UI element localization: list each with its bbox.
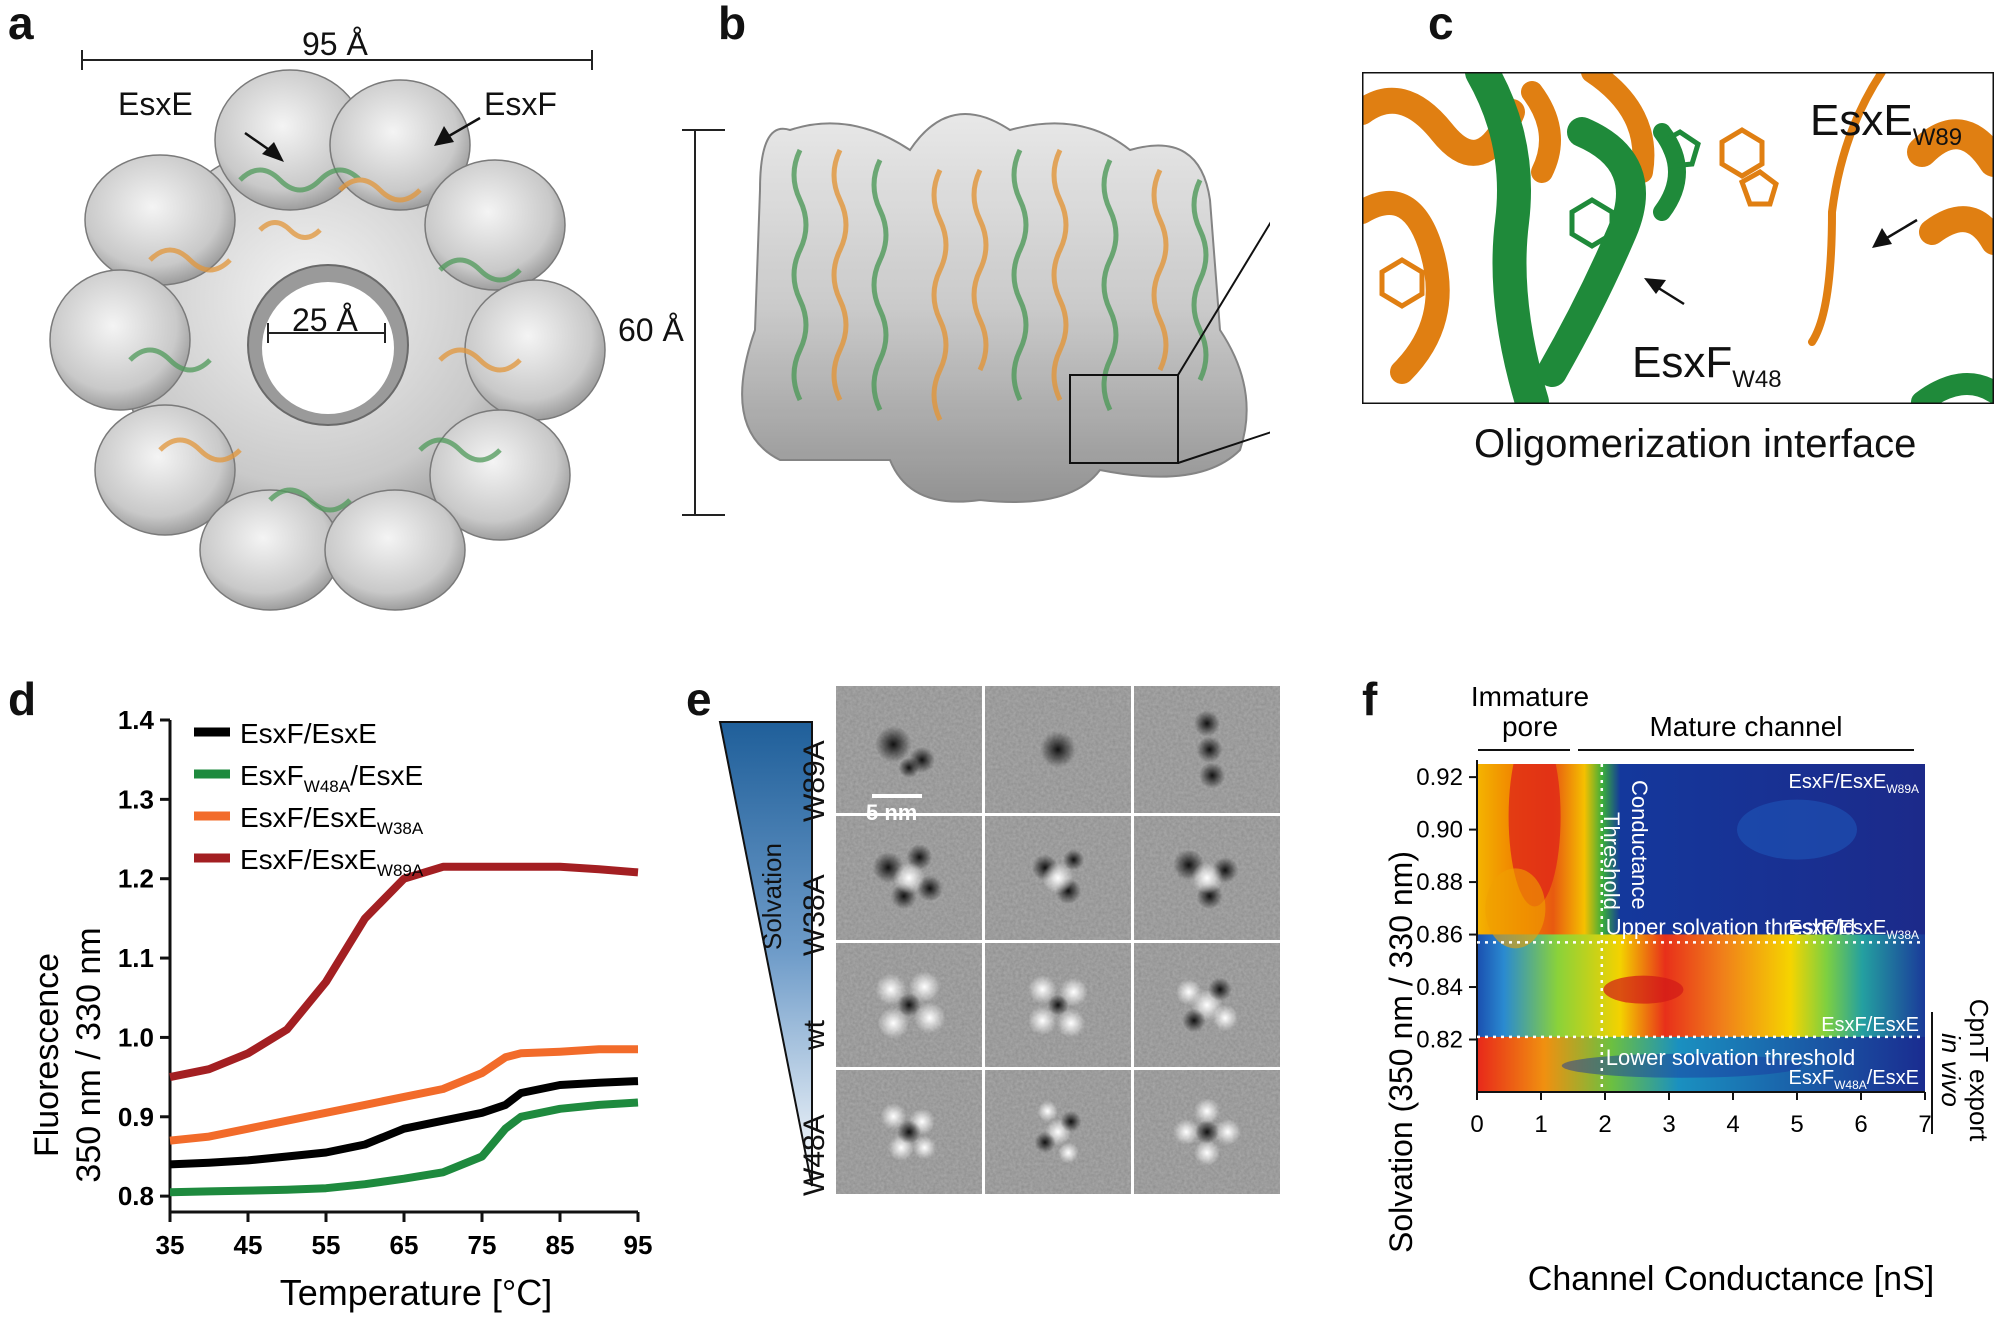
panel-d-ytick-label: 1.2 <box>118 864 154 894</box>
panel-c-esxe-base: EsxE <box>1810 96 1913 145</box>
panel-c-caption: Oligomerization interface <box>1474 422 1917 466</box>
panel-f-xtick-label: 0 <box>1470 1111 1483 1138</box>
panel-d-legend-label-1: EsxFW48A/EsxE <box>240 760 423 796</box>
panel-d-ytick-label: 1.4 <box>118 705 155 735</box>
panel-c-esxf-sub: W48 <box>1732 365 1782 393</box>
panel-d-legend-label-3: EsxF/EsxEW89A <box>240 844 424 880</box>
panel-c-esxe-sub: W89 <box>1912 123 1963 151</box>
panel-f-ytick-label: 0.90 <box>1416 817 1463 844</box>
panel-f-ytick-label: 0.86 <box>1416 922 1463 949</box>
panel-f-lower-threshold-label: Lower solvation threshold <box>1606 1045 1855 1070</box>
panel-e-scalebar-label: 5 nm <box>866 800 918 825</box>
panel-a-letter: a <box>8 0 34 49</box>
panel-f-immature-line2: pore <box>1502 711 1558 742</box>
panel-d-series-line-0 <box>169 1077 639 1169</box>
panel-f-ytick-label: 0.92 <box>1416 764 1463 791</box>
em-class-image <box>985 816 1131 940</box>
panel-f-conductance-line2: Threshold <box>1599 812 1624 910</box>
panel-d-legend-label-0: EsxF/EsxE <box>240 718 377 749</box>
panel-c-closeup <box>1362 72 1994 404</box>
panel-f-xtick-label: 4 <box>1726 1111 1739 1138</box>
panel-f-mature-label: Mature channel <box>1649 711 1842 742</box>
panel-f-ylabel: Solvation (350 nm / 330 nm) <box>1383 851 1419 1253</box>
panel-d-xtick-label: 85 <box>546 1230 575 1260</box>
panel-d-ylabel-line2: 350 nm / 330 nm <box>70 927 108 1182</box>
panel-e-letter: e <box>686 673 712 725</box>
panel-c-esxf-label: EsxFW48 <box>1632 338 1782 394</box>
panel-e-row-label-wt: wt <box>798 1020 831 1050</box>
panel-c-esxf-base: EsxF <box>1632 338 1733 387</box>
panel-d-series-line-1 <box>169 1098 639 1197</box>
panel-f-immature-line1: Immature <box>1471 681 1589 712</box>
em-class-image <box>1134 686 1280 813</box>
panel-d-xtick-label: 75 <box>468 1230 497 1260</box>
panel-f-cpnt-line1: CpnT export <box>1964 999 1994 1142</box>
panel-d-legend-label-2: EsxF/EsxEW38A <box>240 802 424 838</box>
panel-f-ytick-label: 0.82 <box>1416 1027 1463 1054</box>
panel-a-pore-label: 25 Å <box>292 302 358 338</box>
em-class-image <box>836 1070 982 1194</box>
panel-f-upper-threshold-label: Upper solvation threshold <box>1606 914 1855 939</box>
panel-d-xtick-label: 35 <box>156 1230 185 1260</box>
em-class-image <box>1134 943 1280 1067</box>
panel-d-series-line-3 <box>169 862 639 1082</box>
panel-d-series-line-2 <box>169 1045 638 1145</box>
panel-d-letter: d <box>8 673 37 725</box>
em-class-image <box>836 943 982 1067</box>
panel-f-ytick-label: 0.84 <box>1416 974 1463 1001</box>
panel-f-xtick-label: 7 <box>1918 1111 1931 1138</box>
panel-d-chart: Fluorescence 350 nm / 330 nm Temperature… <box>28 705 653 1313</box>
em-class-image <box>1134 1070 1280 1194</box>
panel-a-width-label: 95 Å <box>302 26 368 62</box>
panel-f-w48a-label: EsxFW48A/EsxE <box>1789 1067 1920 1092</box>
panel-f-xtick-label: 3 <box>1662 1111 1675 1138</box>
panel-f-xlabel: Channel Conductance [nS] <box>1528 1260 1934 1298</box>
panel-b-height-label: 60 Å <box>618 312 684 348</box>
panel-f-ytick-label: 0.88 <box>1416 869 1463 896</box>
panel-a-structure <box>49 50 606 611</box>
panel-c-esxe-label: EsxEW89 <box>1810 96 1962 152</box>
panel-f-conductance-line1: Conductance <box>1627 780 1652 910</box>
panel-f-cpnt-line2: in vivo <box>1936 1033 1966 1107</box>
panel-a-esxe-label: EsxE <box>118 86 193 122</box>
panel-f-letter: f <box>1362 673 1378 725</box>
panel-e-row-labels: W89A W38A wt W48A <box>790 686 840 1196</box>
panel-f-xtick-label: 2 <box>1598 1111 1611 1138</box>
em-class-image <box>836 816 982 940</box>
panel-b-letter: b <box>718 0 747 49</box>
panel-d-xlabel: Temperature [°C] <box>280 1272 553 1313</box>
em-class-image <box>985 686 1131 813</box>
em-class-image <box>836 686 982 813</box>
panel-f-w89a-label: EsxF/EsxEW89A <box>1789 771 1919 796</box>
panel-d-xtick-label: 65 <box>390 1230 419 1260</box>
em-class-image <box>985 943 1131 1067</box>
panel-e-row-label-w48a: W48A <box>798 1114 831 1196</box>
heatmap-region-band <box>1477 934 1925 1045</box>
em-class-image <box>985 1070 1131 1194</box>
panel-e-row-label-w89a: W89A <box>798 740 831 822</box>
panel-e-image-grid <box>836 686 1280 1194</box>
panel-f-chart: Solvation (350 nm / 330 nm) Channel Cond… <box>1383 681 1994 1298</box>
panel-e-solvation-label: Solvation <box>757 843 787 950</box>
panel-c-letter: c <box>1428 0 1454 49</box>
panel-f-wt-label: EsxF/EsxE <box>1821 1014 1919 1036</box>
em-class-image <box>1134 816 1280 940</box>
panel-b-structure <box>682 113 1270 516</box>
panel-d-ylabel-line1: Fluorescence <box>28 953 66 1157</box>
panel-e-gradient <box>718 721 813 1187</box>
panel-d-ytick-label: 1.1 <box>118 943 154 973</box>
panel-d-ytick-label: 1.0 <box>118 1022 154 1052</box>
panel-d-ytick-label: 0.9 <box>118 1102 154 1132</box>
panel-d-xtick-label: 45 <box>234 1230 263 1260</box>
panel-a-esxf-label: EsxF <box>484 86 557 122</box>
panel-f-xtick-label: 5 <box>1790 1111 1803 1138</box>
panel-f-xtick-label: 1 <box>1534 1111 1547 1138</box>
panel-d-ytick-label: 1.3 <box>118 784 154 814</box>
panel-d-xtick-label: 55 <box>312 1230 341 1260</box>
panel-d-ytick-label: 0.8 <box>118 1181 154 1211</box>
panel-f-w38a-label: EsxF/EsxEW38A <box>1789 917 1919 942</box>
panel-e-row-label-w38a: W38A <box>798 874 831 956</box>
panel-f-xtick-label: 6 <box>1854 1111 1867 1138</box>
panel-d-xtick-label: 95 <box>624 1230 653 1260</box>
